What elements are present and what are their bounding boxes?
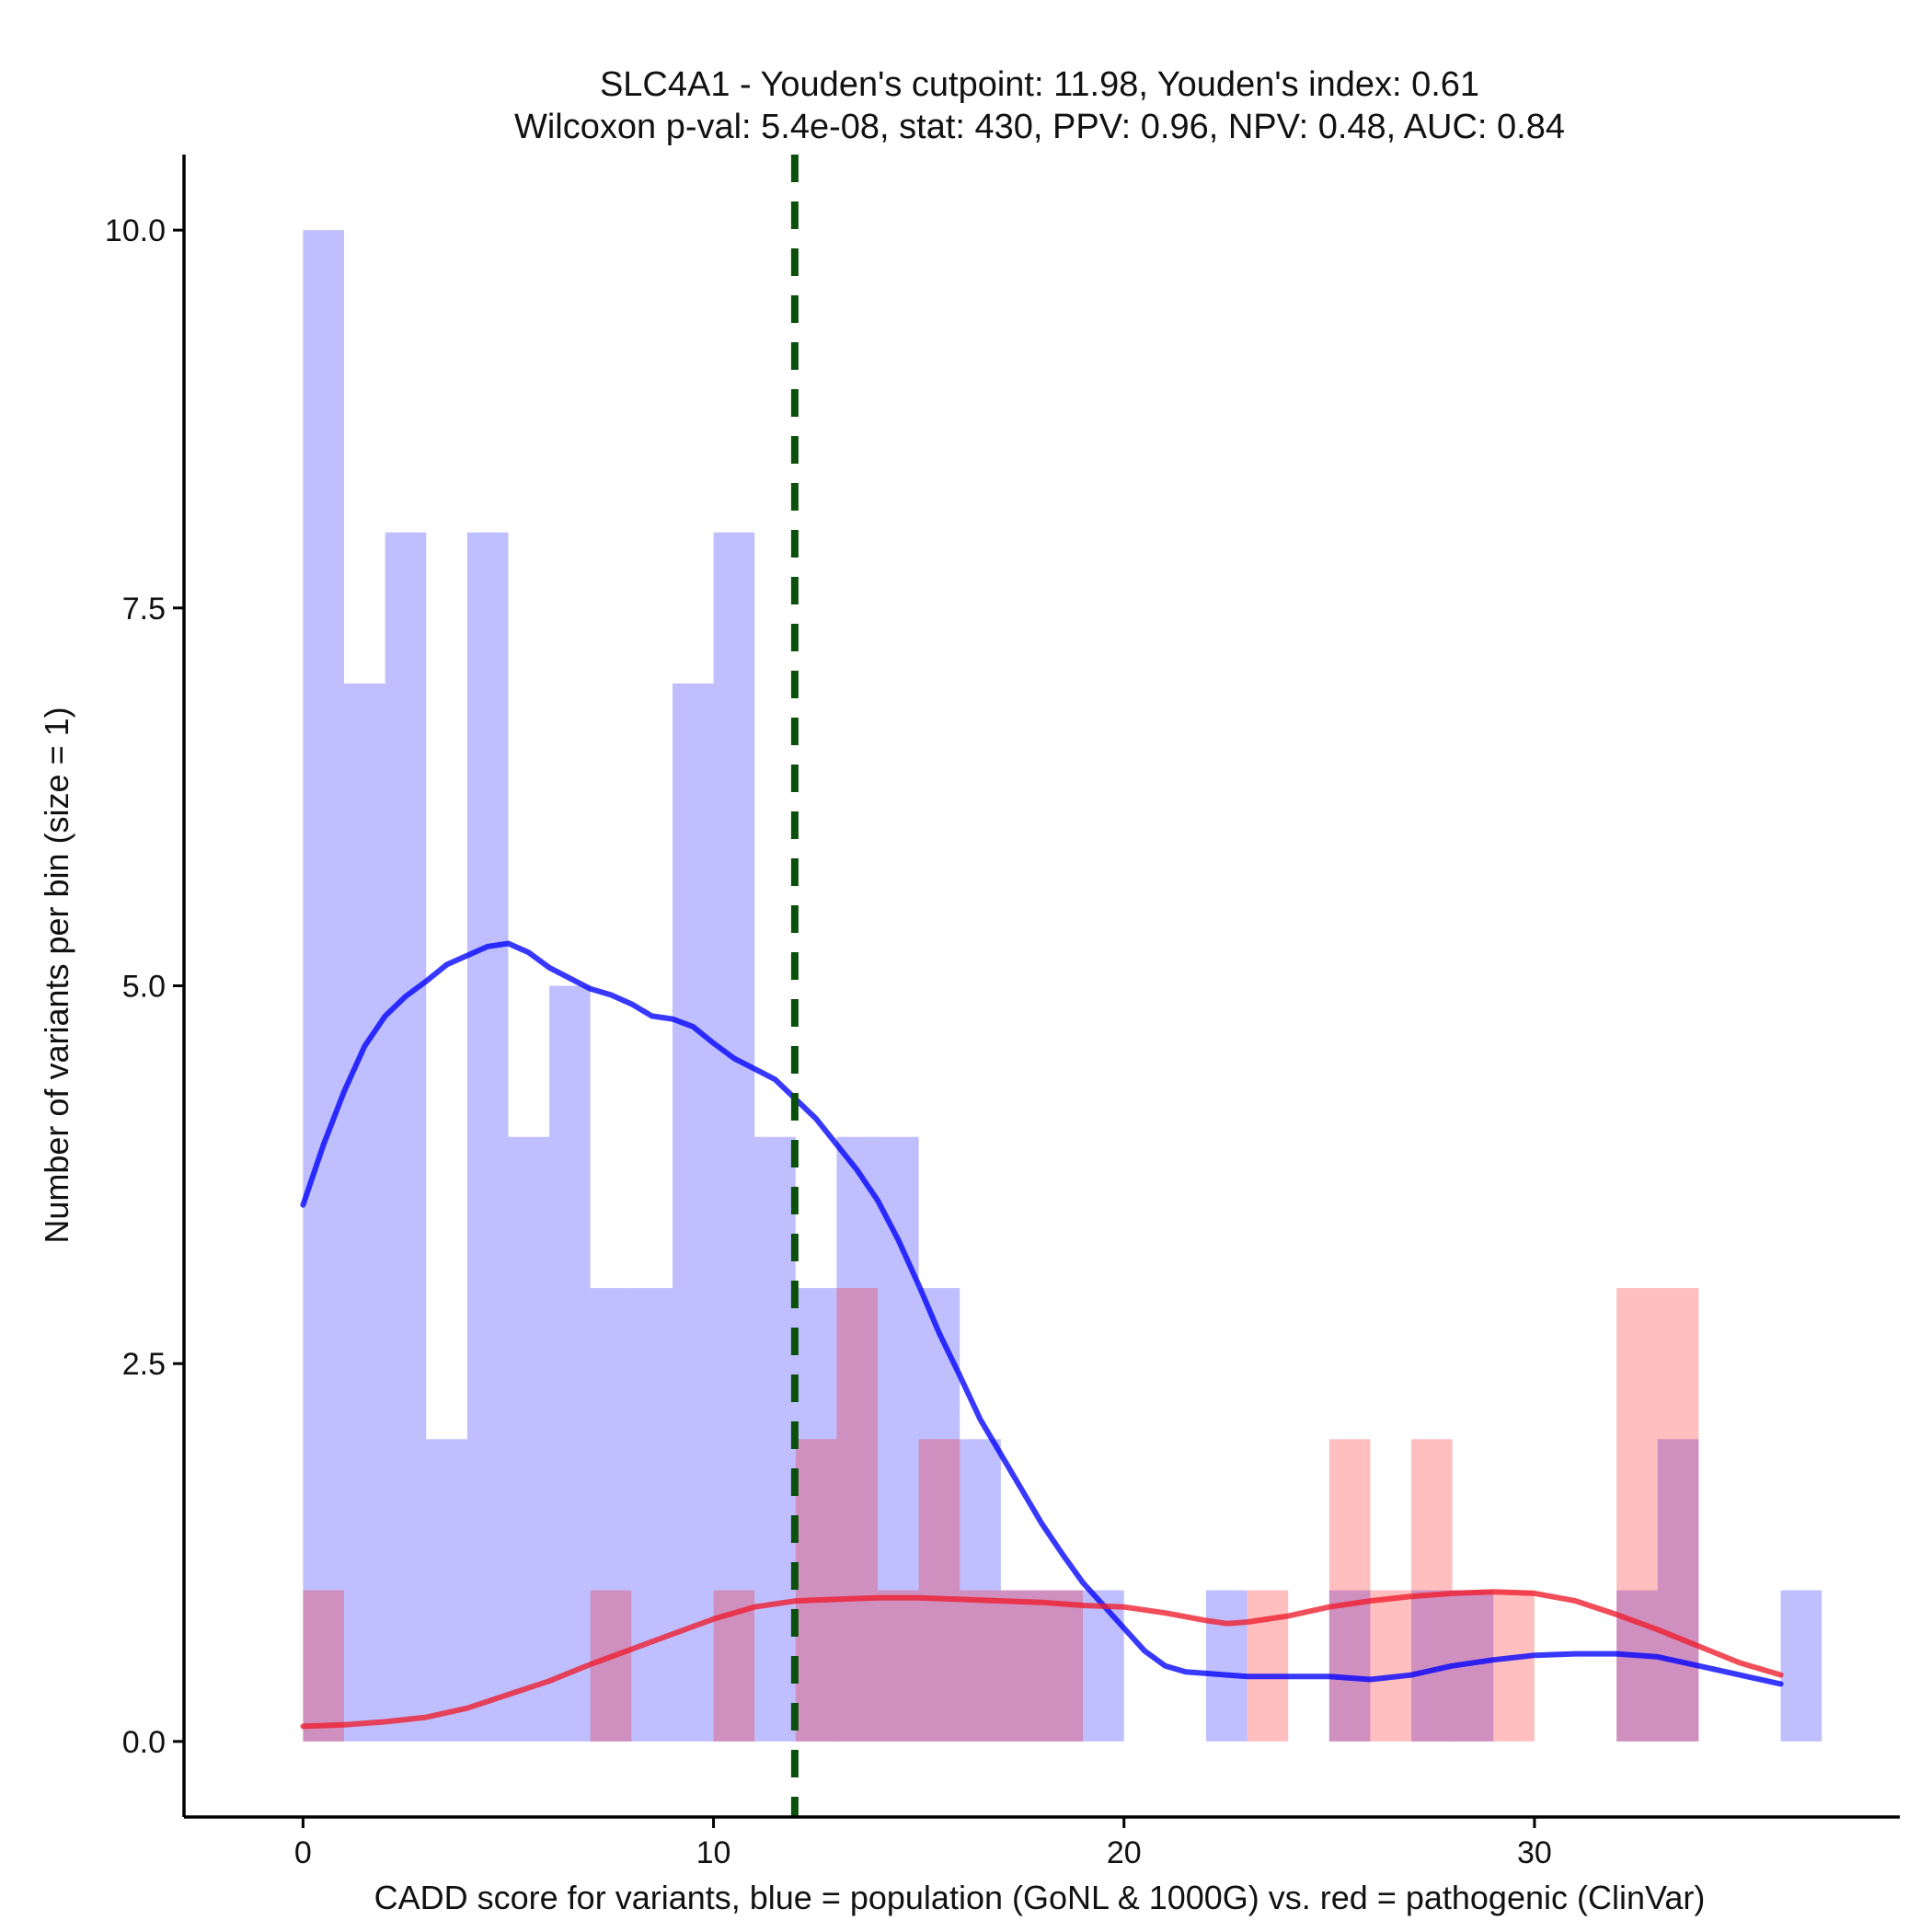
pathogenic-bar	[303, 1590, 345, 1742]
pathogenic-bar	[878, 1590, 919, 1742]
population-bar	[960, 1439, 1001, 1742]
y-tick-label: 2.5	[122, 1347, 166, 1382]
density-curves	[300, 940, 1784, 1730]
x-tick-label: 0	[294, 1835, 312, 1870]
population-bar	[385, 532, 427, 1742]
population-bar	[1205, 1590, 1248, 1742]
x-tick-label: 10	[696, 1835, 731, 1870]
x-axis-label: CADD score for variants, blue = populati…	[374, 1879, 1706, 1916]
population-bar	[1328, 1590, 1371, 1742]
y-tick-label: 0.0	[122, 1725, 166, 1760]
population-bar	[631, 1288, 673, 1742]
population-density-line	[300, 940, 1784, 1687]
chart-title-line2: Wilcoxon p-val: 5.4e-08, stat: 430, PPV:…	[514, 108, 1565, 146]
population-bar	[1000, 1590, 1042, 1742]
population-bar	[590, 1288, 632, 1742]
y-tick-label: 7.5	[122, 592, 166, 627]
population-bar	[303, 230, 345, 1742]
pathogenic-bar	[918, 1439, 960, 1742]
y-axis-label: Number of variants per bin (size = 1)	[38, 707, 75, 1243]
pathogenic-bar	[590, 1590, 632, 1742]
population-bar	[1041, 1590, 1084, 1742]
pathogenic-bars	[303, 1288, 1699, 1742]
population-bar	[795, 1288, 837, 1742]
pathogenic-bar	[1000, 1590, 1042, 1742]
pathogenic-bar	[1616, 1288, 1658, 1742]
pathogenic-bar	[1411, 1439, 1453, 1742]
population-bar	[426, 1439, 467, 1742]
population-bar	[713, 532, 755, 1742]
population-bar	[1083, 1590, 1124, 1742]
population-bar	[1657, 1439, 1699, 1742]
x-tick-label: 30	[1517, 1835, 1552, 1870]
axes: 0 10 20 30 0.0 2.5 5.0 7.5 10.0	[105, 155, 1900, 1870]
population-bar	[754, 1136, 796, 1742]
population-bar	[672, 683, 714, 1742]
x-tick-label: 20	[1107, 1835, 1142, 1870]
y-tick-label: 5.0	[122, 970, 166, 1005]
pathogenic-density-line	[300, 1589, 1784, 1730]
population-bar	[836, 1136, 879, 1742]
pathogenic-bar	[1657, 1288, 1699, 1742]
pathogenic-bar	[1328, 1439, 1371, 1742]
population-bar	[466, 532, 509, 1742]
pathogenic-bar	[960, 1590, 1001, 1742]
chart-title-line1: SLC4A1 - Youden's cutpoint: 11.98, Youde…	[600, 65, 1479, 104]
pathogenic-bar	[1041, 1590, 1084, 1742]
pathogenic-bar	[795, 1439, 837, 1742]
population-bar	[508, 1136, 550, 1742]
population-bar	[549, 985, 591, 1742]
pathogenic-bar	[1247, 1590, 1289, 1742]
y-tick-label: 10.0	[105, 213, 166, 248]
pathogenic-bar	[1493, 1590, 1535, 1742]
population-bar	[1780, 1590, 1823, 1742]
pathogenic-bar	[1370, 1590, 1412, 1742]
pathogenic-bar	[836, 1288, 879, 1742]
population-bars	[303, 230, 1823, 1742]
population-bar	[344, 683, 385, 1742]
